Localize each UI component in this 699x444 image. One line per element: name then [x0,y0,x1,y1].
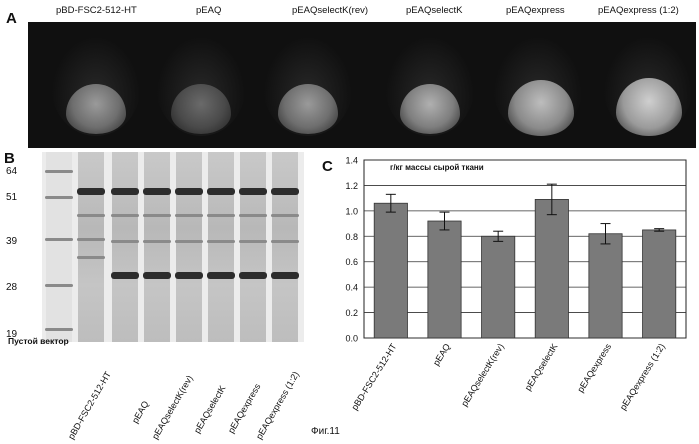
y-tick-label: 0.8 [345,232,358,242]
bar [535,199,568,338]
mw-marker-51: 51 [6,192,17,203]
panel-a-label-2: pEAQ [196,5,221,16]
x-tick-label: pEAQexpress (1:2) [618,342,667,412]
y-tick-label: 0.6 [345,257,358,267]
mw-marker-28: 28 [6,282,17,293]
panel-a-leaf-images: pBD-FSC2-512-HT pEAQ pEAQselectK(rev) pE… [28,0,696,148]
figure-caption: Фиг.11 [311,426,340,437]
panel-c-bar-chart: 0.0 0.2 0.4 0.6 0.8 1.0 1.2 1.4 pBD-FSC2-512-HT p… [320,150,698,422]
panel-a-letter: A [6,10,17,27]
gel-lane-label-4: pEAQselectK [192,384,227,435]
x-tick-label: pBD-FSC2-512-HT [349,341,398,412]
gel-lane-label-1: pBD-FSC2-512-HT [66,370,113,441]
y-tick-label: 0.2 [345,308,358,318]
x-tick-label: pEAQ [431,342,452,368]
panel-a-label-5: pEAQexpress [506,5,565,16]
y-tick-label: 1.4 [345,156,358,166]
x-tick-label: pEAQselectK(rev) [459,342,506,408]
plot-frame [364,160,686,338]
x-tick-label: pEAQselectK [523,342,560,393]
gel-lane-label-2: pEAQ [130,399,151,425]
y-tick-label: 1.0 [345,206,358,216]
gel-lane-label-3: pEAQselectK(rev) [150,374,195,441]
mw-marker-64: 64 [6,166,17,177]
empty-vector-label: Пустой вектор [8,336,69,346]
gel-image [42,152,304,342]
panel-b-gel: 64 51 39 28 19 [0,150,330,444]
panel-a-label-6: pEAQexpress (1:2) [598,5,679,16]
gel-lane-label-5: pEAQexpress [226,382,262,435]
gel-lane-label-6: pEAQexpress (1:2) [254,370,301,441]
bar [643,230,676,338]
panel-a-label-1: pBD-FSC2-512-HT [56,5,137,16]
mw-marker-39: 39 [6,236,17,247]
y-tick-label: 1.2 [345,181,358,191]
y-tick-label: 0.0 [345,334,358,344]
chart-title: г/кг массы сырой ткани [390,163,484,172]
bar [428,221,461,338]
y-tick-label: 0.4 [345,283,358,293]
bar [374,203,407,338]
bar [589,234,622,338]
x-tick-label: pEAQexpress [575,341,613,394]
panel-a-label-3: pEAQselectK(rev) [292,5,368,16]
bar [482,236,515,338]
panel-a-label-4: pEAQselectK [406,5,463,16]
